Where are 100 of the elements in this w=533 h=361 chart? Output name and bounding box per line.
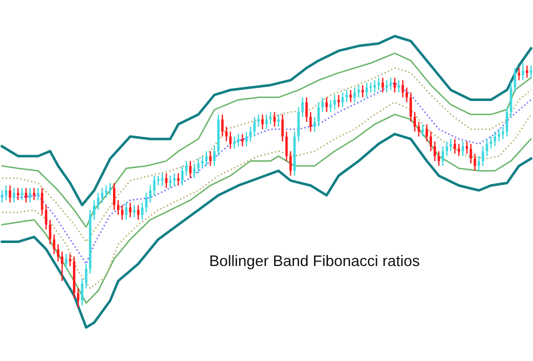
candlestick <box>466 140 468 154</box>
candlestick <box>406 86 408 103</box>
candlestick <box>68 253 72 267</box>
candlestick <box>426 124 428 142</box>
candlestick <box>113 182 116 211</box>
candlestick <box>145 192 148 214</box>
candlestick <box>133 204 136 218</box>
candlestick <box>494 130 496 147</box>
candlestick <box>64 253 68 270</box>
candlestick <box>361 84 364 98</box>
candlestick <box>149 184 152 204</box>
candlestick <box>365 82 368 98</box>
candlestick <box>394 77 396 94</box>
candlestick <box>369 82 372 94</box>
candlestick <box>349 89 352 103</box>
candlestick <box>301 96 304 118</box>
candlestick <box>104 184 108 198</box>
candlestick <box>76 288 80 309</box>
candlestick <box>169 175 172 189</box>
candlestick <box>197 158 200 174</box>
candlestick <box>454 138 456 154</box>
candlestick <box>56 244 60 262</box>
candlestick <box>329 99 332 113</box>
candlestick <box>96 192 100 211</box>
candlestick <box>474 153 476 172</box>
candlestick <box>237 133 240 147</box>
candlestick <box>422 124 424 138</box>
candlestick <box>450 138 452 152</box>
candlestick <box>353 86 356 103</box>
candlestick <box>109 182 112 196</box>
candlestick <box>40 187 44 216</box>
candlestick <box>345 89 348 103</box>
candlestick <box>28 187 32 204</box>
candlestick <box>193 162 196 179</box>
candlestick <box>52 234 56 255</box>
candlestick <box>305 96 308 122</box>
candlestick <box>165 172 168 189</box>
candlestick <box>446 140 448 157</box>
candlestick <box>60 250 64 282</box>
candlestick <box>84 263 88 289</box>
candlestick <box>498 128 500 142</box>
candlestick <box>121 204 124 220</box>
candlestick <box>430 130 432 152</box>
candlestick <box>321 96 324 113</box>
candlestick <box>161 172 164 186</box>
candlestick <box>325 96 328 113</box>
candlestick <box>157 175 160 186</box>
candlestick <box>490 136 492 150</box>
candlestick <box>418 121 420 138</box>
candlestick <box>80 278 84 306</box>
candlestick <box>92 200 96 220</box>
candlestick <box>478 155 480 172</box>
candlestick <box>213 146 216 167</box>
candlestick <box>382 77 384 94</box>
candlestick <box>390 77 392 91</box>
candlestick <box>181 165 184 186</box>
candlestick <box>189 160 192 179</box>
candlestick <box>137 204 140 220</box>
candlestick <box>32 187 36 201</box>
candlestick <box>374 80 376 94</box>
candlestick <box>209 150 212 167</box>
candlestick <box>173 172 176 186</box>
candlestick <box>462 140 464 157</box>
candlestick <box>153 175 156 196</box>
candlestick <box>386 80 388 94</box>
candlestick <box>201 155 204 169</box>
candlestick <box>486 138 488 157</box>
candlestick <box>36 187 40 201</box>
candlestick <box>434 140 436 162</box>
candlestick <box>185 160 188 176</box>
candlestick <box>125 202 128 220</box>
candlestick <box>141 202 144 220</box>
candlestick <box>410 92 412 122</box>
candlestick <box>221 114 224 138</box>
annotation: Bollinger Band Fibonacci ratios <box>210 254 420 270</box>
candlestick <box>502 126 504 140</box>
candlestick <box>177 172 180 186</box>
candlestick <box>398 80 400 94</box>
candlestick <box>44 204 48 230</box>
candlestick <box>402 80 404 98</box>
candlestick <box>309 111 312 132</box>
candlestick <box>24 187 28 204</box>
candlestick <box>414 111 416 132</box>
candlestick <box>117 200 120 216</box>
candlestick <box>100 187 104 204</box>
candlestick <box>48 219 52 245</box>
candlestick <box>357 84 360 98</box>
candlestick <box>442 146 444 167</box>
candlestick <box>470 143 472 164</box>
candlestick <box>482 146 484 167</box>
candlestick <box>317 102 320 128</box>
candlestick <box>506 106 508 138</box>
candlestick <box>333 94 336 110</box>
candlestick <box>378 77 380 91</box>
candlestick <box>129 202 132 218</box>
candlestick <box>313 116 316 132</box>
candlestick <box>229 130 232 150</box>
candlestick <box>233 136 236 150</box>
candlestick <box>205 150 208 167</box>
candlestick <box>341 92 344 108</box>
